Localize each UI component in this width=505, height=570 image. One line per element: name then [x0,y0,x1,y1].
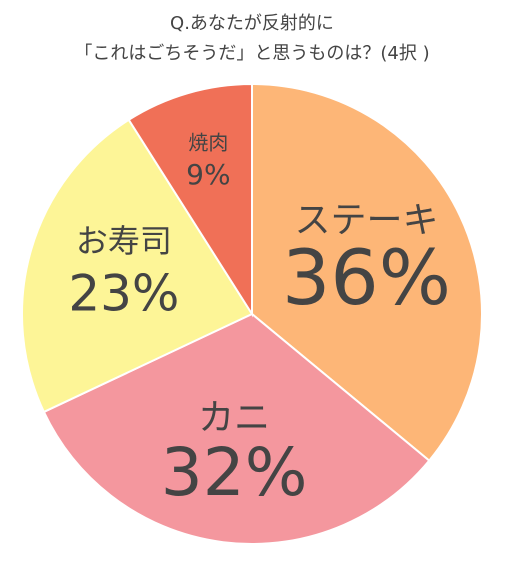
value-label: 36% [282,233,451,322]
slice-label: 焼肉 [188,130,228,154]
pie-slice [127,82,253,318]
pie-slice [42,312,431,545]
pie-slice [251,82,483,463]
value-label: 32% [161,434,308,511]
slice-label: カニ [198,397,270,438]
pie-slice [21,118,254,414]
chart-title: 「これはごちそうだ」と思うものは？(4択 ) [74,43,429,64]
slice-label: ステーキ [294,200,438,241]
value-label: 23% [68,265,179,323]
slice-label: お寿司 [76,222,172,260]
chart-title: Q.あなたが反射的に [170,13,334,34]
value-label: 9% [186,158,230,191]
